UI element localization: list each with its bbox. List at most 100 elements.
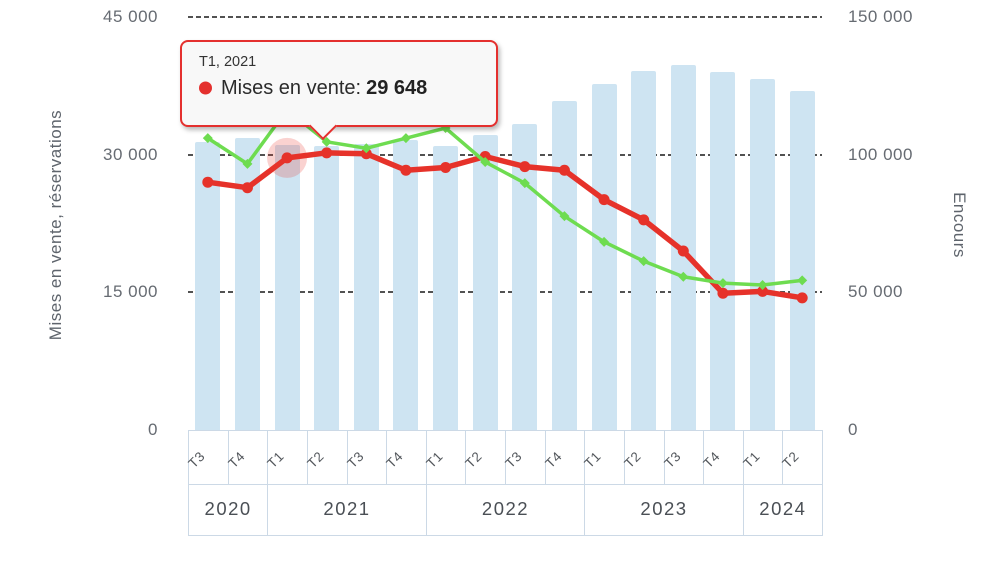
x-year-label: 2022 bbox=[481, 498, 530, 520]
y-right-axis-title: Encours bbox=[950, 192, 969, 258]
x-quarter-cell: T2 bbox=[779, 430, 823, 484]
y-left-tick-label: 0 bbox=[148, 420, 158, 439]
point-mises-en-vente[interactable] bbox=[360, 148, 372, 160]
bar-encours[interactable] bbox=[789, 91, 815, 430]
point-reservations[interactable] bbox=[678, 271, 689, 282]
x-quarter-cell: T4 bbox=[384, 430, 426, 484]
x-quarter-cell: T4 bbox=[700, 430, 743, 484]
point-reservations[interactable] bbox=[242, 158, 253, 169]
x-year-cell: 2021 bbox=[267, 484, 426, 536]
point-reservations[interactable] bbox=[559, 211, 570, 222]
bar-encours[interactable] bbox=[433, 146, 459, 430]
x-quarter-label: T2 bbox=[304, 448, 327, 471]
x-year-cell: 2020 bbox=[188, 484, 268, 536]
x-quarter-label: T2 bbox=[462, 448, 486, 471]
x-quarter-cell: T2 bbox=[304, 430, 347, 484]
bar-encours[interactable] bbox=[512, 124, 538, 430]
point-reservations[interactable] bbox=[717, 278, 728, 289]
x-quarter-cell: T1 bbox=[423, 430, 466, 484]
x-quarter-label: T1 bbox=[740, 448, 763, 471]
point-reservations[interactable] bbox=[757, 279, 768, 290]
x-year-cell: 2023 bbox=[584, 484, 743, 536]
x-quarter-cell: T1 bbox=[264, 430, 307, 484]
x-quarter-label: T4 bbox=[225, 448, 248, 471]
x-quarter-label: T4 bbox=[542, 448, 565, 471]
x-year-label: 2023 bbox=[640, 498, 688, 520]
x-quarter-label: T2 bbox=[621, 448, 644, 471]
bar-encours[interactable] bbox=[274, 145, 300, 430]
x-quarter-cell: T2 bbox=[621, 430, 664, 484]
x-quarter-cell: T4 bbox=[542, 430, 585, 484]
x-quarter-cell: T1 bbox=[740, 430, 783, 484]
y-right-tick-label: 50 000 bbox=[848, 282, 903, 302]
point-mises-en-vente[interactable] bbox=[558, 164, 570, 176]
bar-encours[interactable] bbox=[353, 143, 379, 430]
point-mises-en-vente[interactable] bbox=[281, 152, 293, 164]
point-mises-en-vente[interactable] bbox=[796, 292, 808, 304]
x-quarter-cell: T3 bbox=[185, 430, 228, 484]
point-mises-en-vente[interactable] bbox=[202, 176, 214, 188]
x-quarter-label: T4 bbox=[700, 448, 723, 471]
point-mises-en-vente[interactable] bbox=[321, 147, 333, 159]
line-reservations bbox=[206, 107, 803, 287]
line-series-layer bbox=[202, 104, 808, 304]
bar-encours[interactable] bbox=[393, 139, 419, 430]
bar-encours[interactable] bbox=[195, 142, 221, 430]
y-right-tick-label: 100 000 bbox=[848, 144, 913, 164]
x-year-label: 2024 bbox=[759, 498, 807, 520]
bar-encours[interactable] bbox=[631, 70, 657, 430]
x-quarter-cell: T4 bbox=[225, 430, 268, 484]
series-bullet-icon bbox=[199, 81, 212, 95]
point-mises-en-vente[interactable] bbox=[519, 161, 531, 173]
y-right-tick-label: 150 000 bbox=[848, 7, 913, 26]
point-reservations[interactable] bbox=[361, 143, 372, 154]
bar-encours[interactable] bbox=[710, 72, 736, 430]
x-quarter-cell: T3 bbox=[660, 430, 704, 484]
point-mises-en-vente[interactable] bbox=[241, 182, 253, 194]
x-quarter-cell: T3 bbox=[344, 430, 387, 484]
bar-encours[interactable] bbox=[551, 100, 577, 430]
point-reservations[interactable] bbox=[202, 133, 213, 144]
x-quarter-label: T1 bbox=[581, 448, 605, 471]
point-reservations[interactable] bbox=[519, 178, 530, 189]
x-quarter-cell: T2 bbox=[462, 430, 505, 484]
x-quarter-label: T1 bbox=[264, 448, 288, 471]
point-mises-en-vente[interactable] bbox=[638, 214, 650, 226]
point-mises-en-vente[interactable] bbox=[400, 164, 412, 176]
gridline bbox=[188, 291, 822, 294]
bar-encours[interactable] bbox=[472, 135, 498, 430]
y-left-tick-label: 45 000 bbox=[103, 7, 158, 26]
point-reservations[interactable] bbox=[400, 133, 411, 144]
point-mises-en-vente[interactable] bbox=[440, 162, 452, 174]
point-reservations[interactable] bbox=[797, 275, 808, 286]
point-mises-en-vente[interactable] bbox=[598, 194, 610, 206]
point-mises-en-vente[interactable] bbox=[677, 245, 689, 257]
gridline bbox=[188, 153, 822, 156]
point-mises-en-vente[interactable] bbox=[757, 285, 769, 297]
point-reservations[interactable] bbox=[440, 123, 451, 134]
bar-encours[interactable] bbox=[591, 84, 617, 430]
line-mises-en-vente bbox=[207, 150, 803, 301]
x-quarter-label: T3 bbox=[660, 448, 684, 471]
point-reservations[interactable] bbox=[638, 256, 649, 267]
point-reservations[interactable] bbox=[321, 136, 332, 147]
x-quarter-label: T3 bbox=[502, 448, 525, 471]
tooltip-series-row: Mises en vente: 29 648 bbox=[199, 77, 482, 100]
bar-encours[interactable] bbox=[314, 146, 340, 430]
point-reservations[interactable] bbox=[480, 157, 491, 168]
y-right-tick-label: 0 bbox=[848, 420, 858, 439]
x-year-label: 2020 bbox=[204, 498, 252, 520]
tooltip-value: 29 648 bbox=[366, 77, 428, 99]
x-quarter-cell: T3 bbox=[502, 430, 545, 484]
x-year-label: 2021 bbox=[323, 498, 371, 520]
tooltip: T1, 2021 Mises en vente: 29 648 bbox=[180, 40, 498, 141]
y-left-axis-title: Mises en vente, réservations bbox=[46, 109, 65, 341]
x-quarter-label: T2 bbox=[779, 448, 803, 471]
x-year-cell: 2024 bbox=[742, 484, 823, 536]
y-left-tick-label: 30 000 bbox=[103, 144, 158, 164]
point-reservations[interactable] bbox=[599, 236, 610, 247]
tooltip-header: T1, 2021 bbox=[199, 54, 257, 70]
bar-encours[interactable] bbox=[750, 78, 776, 430]
point-mises-en-vente[interactable] bbox=[717, 287, 729, 299]
